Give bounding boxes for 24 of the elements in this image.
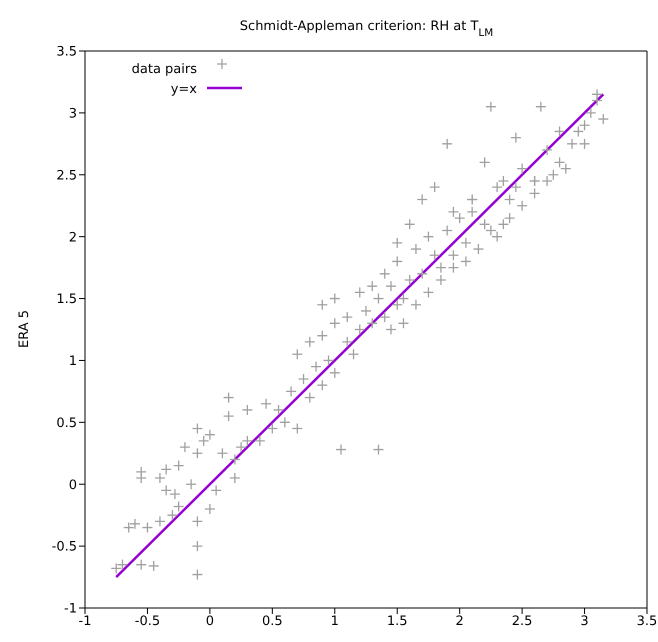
legend-label: y=x — [170, 82, 198, 97]
y-tick-label: 3 — [68, 106, 77, 122]
y-tick-label: -1 — [64, 602, 77, 617]
y-tick-label: 0 — [68, 478, 77, 493]
x-tick-label: -0.5 — [134, 614, 160, 630]
y-tick-label: 2.5 — [56, 168, 77, 184]
legend-label: data pairs — [132, 62, 198, 77]
y-tick-label: -0.5 — [52, 540, 77, 555]
x-tick-label: 3 — [580, 614, 589, 630]
y-axis-title: ERA 5 — [17, 310, 32, 348]
x-tick-label: -1 — [78, 614, 92, 630]
y-tick-label: 0.5 — [56, 416, 77, 431]
x-tick-label: 0 — [206, 614, 214, 630]
x-tick-label: 2.5 — [512, 614, 532, 630]
x-tick-label: 2 — [456, 614, 464, 630]
y-tick-label: 3.5 — [56, 44, 77, 60]
x-tick-label: 1.5 — [386, 614, 408, 630]
x-tick-label: 1 — [330, 614, 339, 630]
y-tick-label: 2 — [68, 230, 77, 246]
chart-title: Schmidt-Appleman criterion: RH at T$_{LM}$ — [240, 19, 494, 39]
x-tick-label: 0.5 — [262, 614, 283, 630]
y-tick-label: 1 — [68, 354, 77, 370]
x-tick-label: 3.5 — [636, 614, 658, 630]
y-tick-label: 1.5 — [56, 292, 77, 308]
